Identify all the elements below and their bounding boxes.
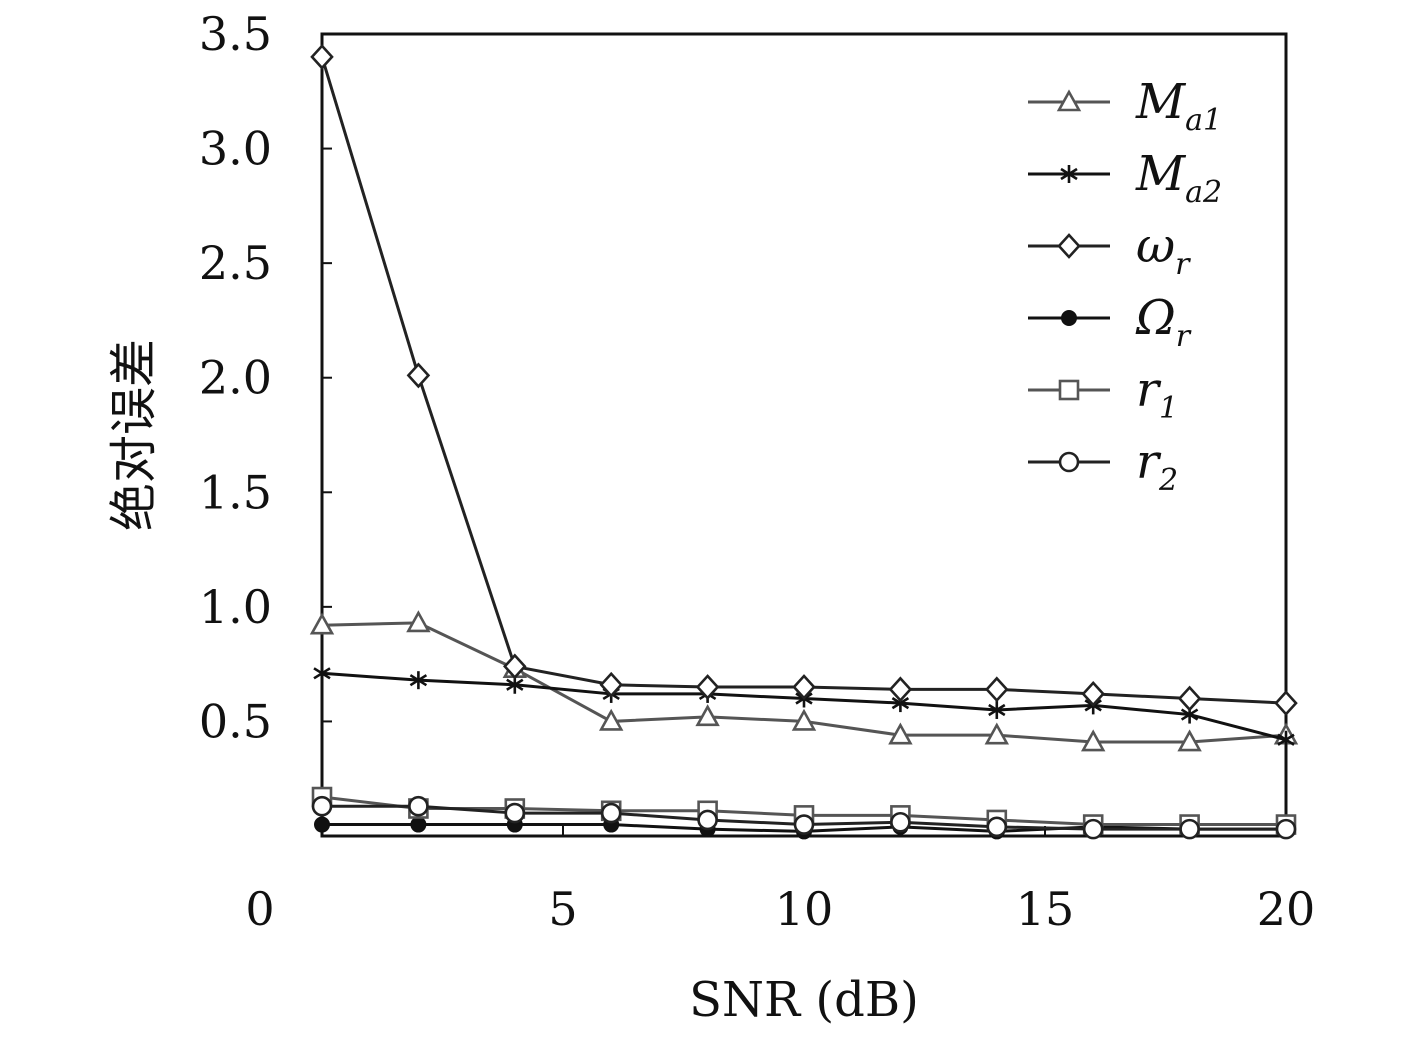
data-point (888, 676, 913, 703)
data-point (410, 816, 427, 833)
data-point (985, 676, 1009, 703)
legend-item: r2 (1028, 434, 1178, 498)
data-point (793, 814, 815, 835)
data-point (1179, 818, 1200, 840)
legend-label: Ωr (1135, 290, 1192, 354)
legend-label-main: M (1135, 146, 1187, 202)
data-point (503, 653, 527, 680)
data-point (1080, 729, 1106, 752)
legend-label-main: Ω (1135, 290, 1176, 346)
x-tick-label: 10 (775, 882, 834, 936)
data-point (1177, 729, 1202, 752)
legend-label-subscript: a2 (1185, 175, 1222, 210)
data-point (314, 816, 330, 833)
legend-label-main: r (1136, 434, 1162, 490)
x-axis-title: SNR (dB) (689, 972, 919, 1028)
y-tick-label: 1.5 (199, 465, 272, 519)
legend-label-main: r (1136, 362, 1162, 418)
legend-label: ωr (1136, 218, 1191, 282)
series-2 (310, 43, 1298, 717)
data-point (1277, 730, 1295, 749)
data-point (409, 671, 428, 690)
y-tick-label: 1.0 (199, 580, 272, 634)
legend-item: r1 (1028, 362, 1178, 426)
data-point (313, 664, 331, 683)
legend-label-subscript: 1 (1159, 391, 1178, 426)
y-tick-label: 0.5 (199, 694, 272, 748)
data-point (988, 700, 1006, 719)
data-point (1081, 680, 1105, 707)
legend-item: Ma2 (1028, 146, 1222, 210)
data-point (986, 816, 1008, 838)
data-point (791, 708, 817, 731)
legend-label-subscript: r (1176, 319, 1192, 354)
data-point (598, 708, 624, 731)
data-point (504, 802, 526, 824)
legend-label: Ma1 (1135, 74, 1222, 138)
data-point (890, 811, 911, 833)
data-point (309, 612, 335, 635)
data-point (1275, 818, 1297, 840)
data-point (406, 362, 431, 389)
x-tick-label: 20 (1257, 882, 1316, 936)
legend-label: r1 (1136, 362, 1178, 426)
x-tick-label: 15 (1016, 882, 1075, 936)
y-tick-label: 2.5 (199, 236, 272, 290)
y-tick-label: 3.0 (199, 122, 272, 176)
legend-label-main: ω (1136, 218, 1175, 274)
data-point (311, 795, 333, 817)
data-point (1057, 233, 1081, 259)
data-point (697, 809, 718, 831)
legend-label-main: M (1135, 74, 1187, 130)
data-point (984, 722, 1010, 745)
data-point (1060, 165, 1078, 183)
data-point (1177, 685, 1202, 712)
data-point (408, 795, 429, 817)
series-5 (311, 795, 1297, 840)
y-tick-label: 3.5 (199, 7, 272, 61)
legend-item: ωr (1028, 218, 1191, 282)
legend-label: r2 (1136, 434, 1178, 498)
data-point (600, 802, 622, 824)
axis-ticks: 0 5 10 15 20 0.5 1.0 1.5 2.0 2.5 3.0 3.5 (199, 7, 1315, 936)
x-tick-label: 0 (245, 882, 274, 936)
data-point (888, 722, 913, 745)
data-point (1061, 310, 1077, 326)
y-axis-title: 绝对误差 (106, 339, 162, 531)
data-point (695, 674, 720, 700)
data-point (1058, 379, 1080, 401)
data-point (1058, 451, 1080, 473)
legend-label-subscript: r (1175, 247, 1191, 282)
y-tick-label: 2.0 (199, 351, 272, 405)
legend-label: Ma2 (1135, 146, 1222, 210)
legend-item: Ωr (1028, 290, 1192, 354)
data-point (695, 704, 720, 727)
series-0 (309, 610, 1299, 752)
data-point (310, 43, 334, 70)
data-point (406, 610, 431, 633)
legend-item: Ma1 (1028, 74, 1222, 138)
legend-label-subscript: a1 (1185, 103, 1222, 138)
x-tick-label: 5 (548, 882, 577, 936)
series-lines (309, 43, 1299, 840)
data-point (599, 671, 623, 698)
data-point (1056, 89, 1082, 112)
data-point (1274, 690, 1298, 717)
legend-label-subscript: 2 (1158, 463, 1178, 498)
data-point (1082, 818, 1104, 840)
data-point (792, 674, 816, 700)
